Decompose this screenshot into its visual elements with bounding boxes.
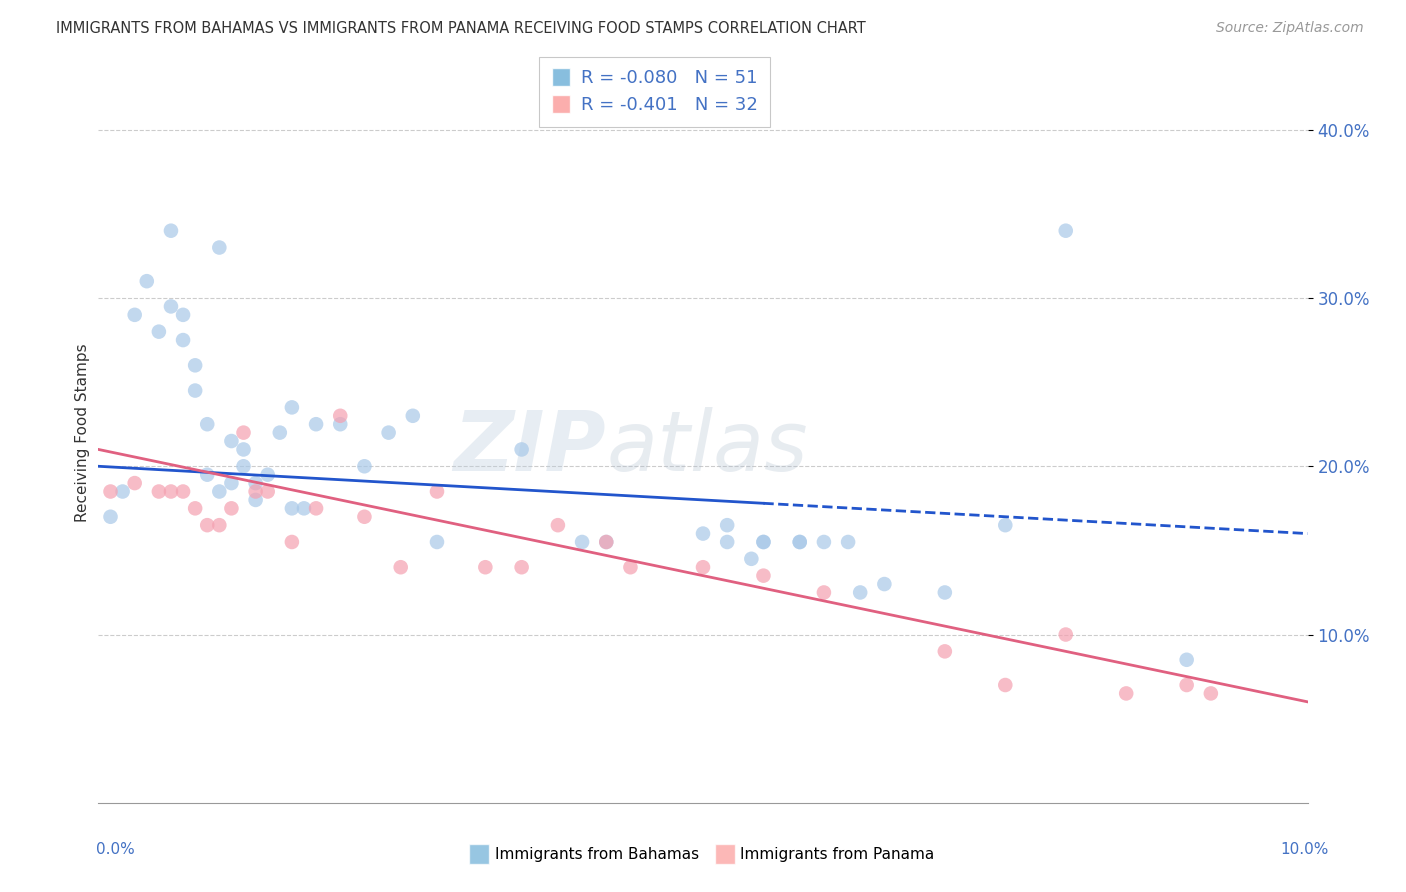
Legend: R = -0.080   N = 51, R = -0.401   N = 32: R = -0.080 N = 51, R = -0.401 N = 32	[538, 57, 770, 127]
Point	[172, 484, 194, 499]
Point	[595, 535, 617, 549]
Point	[813, 585, 835, 599]
Text: 0.0%: 0.0%	[96, 842, 135, 856]
Point	[232, 442, 254, 457]
Point	[329, 409, 352, 423]
Point	[426, 535, 449, 549]
Point	[100, 509, 122, 524]
Point	[195, 417, 218, 432]
Text: Source: ZipAtlas.com: Source: ZipAtlas.com	[1216, 21, 1364, 35]
Point	[692, 560, 714, 574]
Point	[426, 484, 449, 499]
Point	[510, 560, 533, 574]
Point	[752, 535, 775, 549]
Point	[353, 459, 375, 474]
Point	[752, 535, 775, 549]
Point	[1175, 653, 1198, 667]
Point	[716, 518, 738, 533]
Point	[172, 333, 194, 347]
Point	[195, 467, 218, 482]
Point	[994, 518, 1017, 533]
Point	[269, 425, 291, 440]
Point	[813, 535, 835, 549]
Point	[789, 535, 811, 549]
Point	[232, 459, 254, 474]
Point	[716, 535, 738, 549]
Point	[619, 560, 641, 574]
Point	[305, 501, 328, 516]
Point	[100, 484, 122, 499]
Point	[208, 240, 231, 255]
Point	[281, 501, 304, 516]
Point	[221, 476, 243, 491]
Point	[221, 501, 243, 516]
Point	[111, 484, 134, 499]
Point	[571, 535, 593, 549]
Point	[281, 535, 304, 549]
Point	[849, 585, 872, 599]
Point	[377, 425, 399, 440]
Point	[692, 526, 714, 541]
Point	[184, 501, 207, 516]
Point	[256, 467, 278, 482]
Point	[160, 300, 183, 314]
Point	[124, 476, 146, 491]
Point	[1054, 627, 1077, 641]
Point	[789, 535, 811, 549]
Point	[873, 577, 896, 591]
Point	[1115, 686, 1137, 700]
Point	[148, 484, 170, 499]
Point	[510, 442, 533, 457]
Point	[256, 484, 278, 499]
Point	[281, 401, 304, 415]
Point	[595, 535, 617, 549]
Text: IMMIGRANTS FROM BAHAMAS VS IMMIGRANTS FROM PANAMA RECEIVING FOOD STAMPS CORRELAT: IMMIGRANTS FROM BAHAMAS VS IMMIGRANTS FR…	[56, 21, 866, 36]
Point	[208, 518, 231, 533]
Point	[292, 501, 315, 516]
Point	[160, 484, 183, 499]
Point	[474, 560, 496, 574]
Point	[160, 224, 183, 238]
Point	[305, 417, 328, 432]
Point	[184, 359, 207, 373]
Point	[740, 551, 762, 566]
Point	[135, 274, 157, 288]
Point	[994, 678, 1017, 692]
Point	[353, 509, 375, 524]
Point	[245, 484, 267, 499]
Point	[547, 518, 569, 533]
Point	[208, 484, 231, 499]
Y-axis label: Receiving Food Stamps: Receiving Food Stamps	[75, 343, 90, 522]
Legend: Immigrants from Bahamas, Immigrants from Panama: Immigrants from Bahamas, Immigrants from…	[465, 841, 941, 868]
Point	[148, 325, 170, 339]
Point	[1054, 224, 1077, 238]
Point	[402, 409, 425, 423]
Point	[329, 417, 352, 432]
Point	[1199, 686, 1222, 700]
Point	[934, 644, 956, 658]
Text: 10.0%: 10.0%	[1281, 842, 1329, 856]
Point	[184, 384, 207, 398]
Text: atlas: atlas	[606, 407, 808, 488]
Point	[389, 560, 412, 574]
Point	[837, 535, 859, 549]
Point	[752, 568, 775, 582]
Point	[245, 492, 267, 507]
Point	[245, 476, 267, 491]
Point	[221, 434, 243, 448]
Point	[124, 308, 146, 322]
Point	[1175, 678, 1198, 692]
Point	[934, 585, 956, 599]
Text: ZIP: ZIP	[454, 407, 606, 488]
Point	[232, 425, 254, 440]
Point	[195, 518, 218, 533]
Point	[172, 308, 194, 322]
